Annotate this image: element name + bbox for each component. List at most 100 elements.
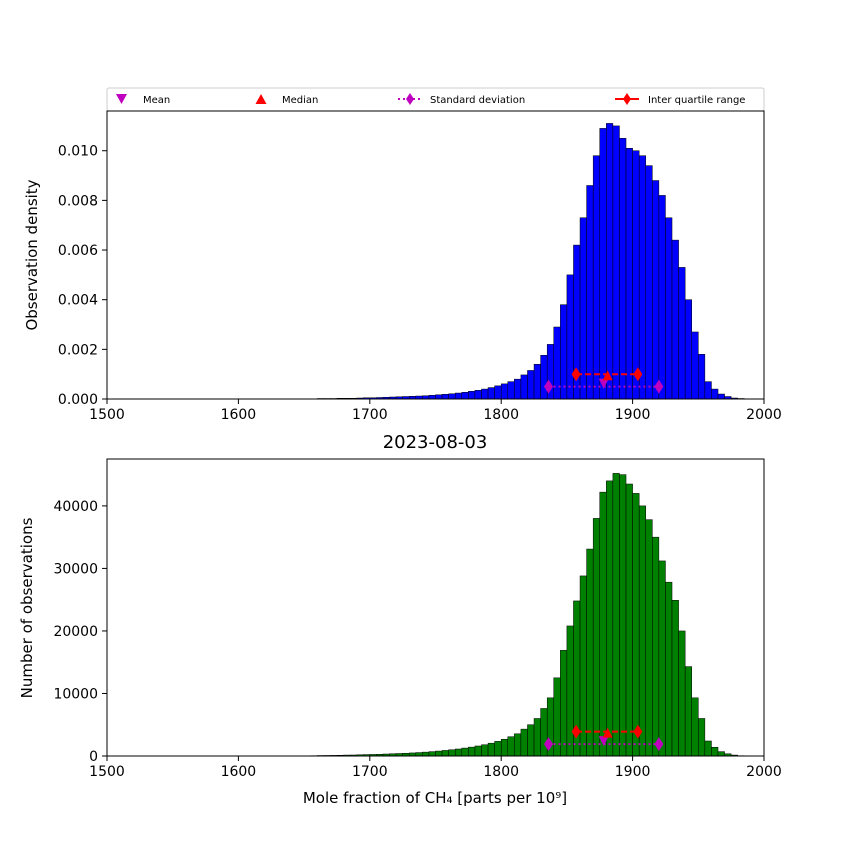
top-bar	[481, 388, 489, 400]
bottom-bar	[652, 536, 660, 757]
bottom-bar	[474, 745, 482, 757]
legend: Mean Median Standard deviation Inter qua…	[106, 87, 765, 112]
top-bar	[468, 391, 476, 400]
bottom-x-tick-label: 1700	[352, 764, 388, 780]
top-x-tick-label: 1600	[221, 407, 257, 423]
top-y-tick-label: 0.010	[58, 144, 98, 160]
bottom-x-ticks: 1500 1600 1700 1800 1900 2000	[89, 756, 782, 780]
bottom-bar	[514, 733, 522, 757]
legend-item-iqr: Inter quartile range	[615, 93, 745, 106]
bottom-bar	[625, 483, 633, 757]
bottom-y-tick-label: 30000	[53, 561, 98, 577]
top-bar	[612, 125, 620, 400]
top-bar	[711, 388, 719, 400]
top-bar	[560, 304, 568, 400]
legend-item-median: Median	[255, 94, 318, 106]
top-y-tick-label: 0.000	[58, 392, 98, 408]
top-bar	[527, 370, 535, 400]
top-bar	[428, 395, 436, 400]
top-bar	[474, 390, 482, 400]
bottom-bar	[592, 518, 600, 757]
top-stat-markers	[544, 367, 664, 394]
bottom-bar	[671, 600, 679, 757]
median-marker-icon	[255, 94, 267, 104]
bottom-mean-marker	[598, 736, 609, 747]
top-bar	[540, 355, 548, 400]
legend-label-std: Standard deviation	[430, 95, 525, 106]
bottom-bar	[540, 708, 548, 757]
top-x-tick-label: 1700	[352, 407, 388, 423]
top-bar	[507, 381, 515, 400]
bottom-bar	[520, 728, 528, 757]
legend-label-median: Median	[282, 95, 318, 106]
bottom-y-axis-label: Number of observations	[18, 517, 36, 698]
top-bar	[619, 138, 627, 400]
bottom-std-low-marker	[544, 737, 554, 752]
bottom-bar	[461, 747, 469, 757]
bottom-x-tick-label: 2000	[746, 764, 782, 780]
bottom-bar	[435, 750, 443, 757]
top-y-tick-label: 0.004	[58, 293, 98, 309]
top-bars	[303, 123, 745, 400]
top-median-marker	[602, 370, 613, 381]
top-bar	[500, 383, 509, 400]
top-bar	[671, 239, 679, 400]
legend-item-std: Standard deviation	[398, 93, 525, 106]
bottom-bar	[448, 749, 456, 757]
bottom-bar	[717, 751, 725, 757]
bottom-bar	[560, 650, 568, 757]
top-bar	[632, 150, 640, 400]
top-bar	[652, 180, 660, 400]
bottom-median-marker	[602, 727, 613, 738]
top-bar	[435, 394, 443, 400]
bottom-bar	[691, 697, 699, 757]
bottom-bar	[586, 548, 594, 757]
bottom-bar	[481, 744, 489, 757]
bottom-bar	[665, 581, 673, 757]
bottom-bar	[507, 736, 515, 757]
top-bar	[487, 387, 495, 400]
top-iqr-low-marker	[571, 367, 581, 382]
iqr-marker-icon	[623, 93, 631, 105]
top-bar	[448, 393, 456, 400]
bottom-bar	[632, 493, 640, 757]
bottom-y-tick-label: 40000	[53, 499, 98, 515]
bottom-plot-frame	[106, 458, 765, 757]
top-bar	[599, 128, 607, 400]
bottom-x-tick-label: 1800	[483, 764, 519, 780]
top-bar	[638, 155, 646, 400]
bottom-bar	[638, 505, 646, 757]
top-bar	[625, 147, 633, 400]
top-panel: 1500 1600 1700 1800 1900 2000 0.000 0.002 0.004…	[23, 110, 782, 423]
bottom-bar	[500, 738, 509, 757]
bottom-chart-title: 2023-08-03	[383, 432, 488, 453]
bottom-iqr-low-marker	[571, 724, 581, 739]
top-bar	[691, 331, 699, 400]
bottom-bar	[698, 718, 706, 757]
top-bar	[678, 267, 686, 400]
bottom-bar	[494, 741, 502, 757]
top-bar	[533, 363, 541, 400]
bottom-bar	[468, 746, 476, 757]
bottom-x-tick-label: 1600	[221, 764, 257, 780]
bottom-bar	[415, 752, 423, 757]
legend-item-mean: Mean	[116, 94, 170, 106]
bottom-bar	[428, 751, 436, 757]
bottom-y-tick-label: 10000	[53, 686, 98, 702]
top-bar	[592, 155, 600, 400]
bottom-bar	[454, 748, 463, 757]
top-bar	[520, 374, 528, 400]
bottom-stat-markers	[544, 724, 664, 752]
bottom-y-tick-label: 20000	[53, 624, 98, 640]
top-bar	[441, 394, 449, 400]
top-bar	[717, 393, 725, 400]
bottom-bar	[487, 742, 495, 757]
top-bar	[645, 165, 653, 400]
std-marker-icon	[406, 93, 414, 105]
bottom-y-tick-label: 0	[89, 749, 98, 765]
bottom-iqr-high-marker	[633, 724, 643, 739]
top-bar	[454, 392, 463, 400]
top-y-tick-label: 0.006	[58, 243, 98, 259]
top-x-tick-label: 1500	[89, 407, 125, 423]
top-bar	[566, 274, 574, 400]
